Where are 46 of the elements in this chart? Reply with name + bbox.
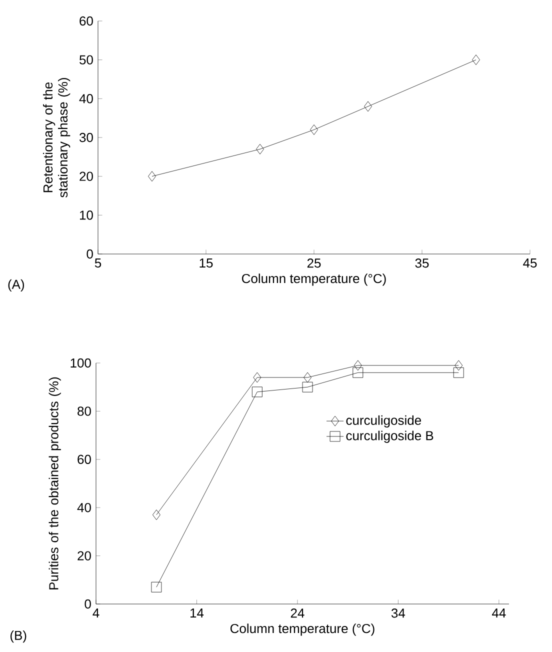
- x-tick-label: 45: [523, 258, 537, 268]
- y-tick-label: 100: [70, 358, 91, 368]
- x-axis-title: Column temperature (°C): [230, 624, 374, 636]
- text: (A): [8, 279, 24, 292]
- y-axis-title: Retentionary of the stationary phase (%): [43, 78, 70, 198]
- point: [256, 144, 264, 154]
- y-tick-label: 40: [77, 502, 91, 512]
- x-tick-label: 24: [290, 608, 304, 618]
- y-tick-label: 0: [86, 249, 93, 259]
- y-tick-label: 60: [80, 16, 93, 26]
- x-tick-label: 34: [391, 608, 406, 618]
- y-tick-label: 10: [80, 210, 93, 220]
- x-tick-label: 35: [415, 258, 429, 268]
- point: [354, 360, 362, 371]
- x-tick-label: 15: [200, 258, 213, 268]
- x-tick-label: 14: [190, 608, 204, 618]
- point: [472, 54, 480, 66]
- point: [252, 386, 262, 398]
- x-tick-label: 4: [92, 608, 100, 618]
- legend-label: curculigoside B: [346, 430, 434, 443]
- x-tick-label: 25: [307, 258, 321, 268]
- point: [148, 171, 156, 182]
- x-tick-label: 5: [94, 258, 102, 268]
- point: [453, 367, 464, 378]
- y-tick-label: 30: [80, 132, 93, 142]
- y-tick-label: 20: [80, 172, 93, 181]
- legend-label: curculigoside: [346, 415, 422, 428]
- point: [151, 582, 162, 592]
- point: [454, 360, 463, 371]
- y-tick-label: 50: [80, 55, 93, 64]
- y-tick-label: 80: [78, 406, 91, 416]
- text: (B): [10, 630, 26, 643]
- x-tick-label: 44: [492, 608, 506, 618]
- point: [310, 124, 318, 135]
- point: [152, 510, 160, 520]
- y-tick-label: 60: [78, 454, 91, 464]
- y-tick-label: 40: [79, 94, 93, 104]
- x-axis-title: Column temperature (°C): [242, 274, 386, 286]
- point: [352, 367, 364, 378]
- point: [302, 382, 313, 392]
- y-tick-label: 20: [78, 551, 91, 560]
- point: [253, 372, 262, 383]
- y-tick-label: 0: [84, 599, 91, 609]
- point: [364, 101, 372, 112]
- point: [304, 372, 312, 383]
- y-axis-title: Purities of the obtained products (%): [48, 377, 61, 590]
